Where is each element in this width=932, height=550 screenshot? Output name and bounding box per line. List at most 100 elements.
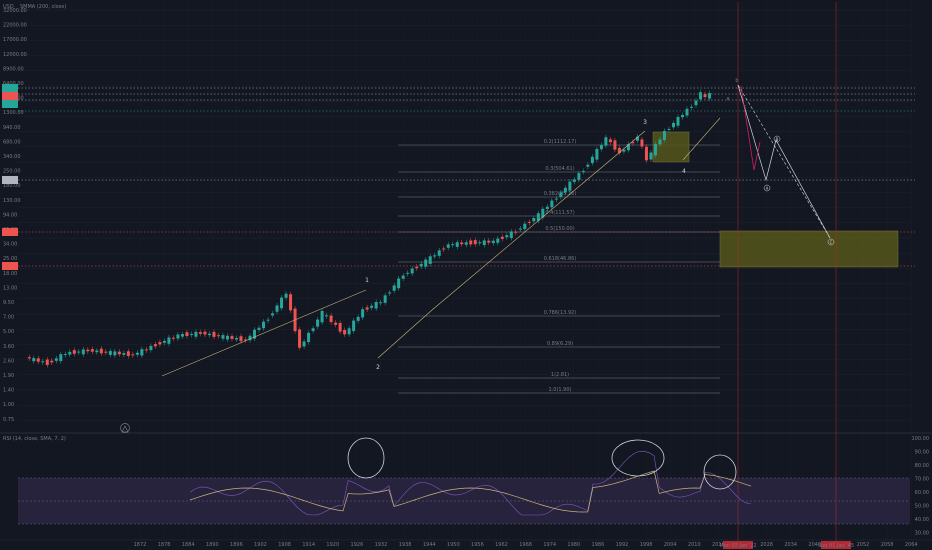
candle — [343, 329, 347, 335]
candle — [410, 268, 414, 274]
wave4-zone — [652, 131, 690, 163]
candle — [257, 327, 261, 331]
candle — [545, 206, 549, 210]
candle — [415, 266, 419, 269]
rsi-tick-label: 80.00 — [915, 463, 929, 469]
candle — [262, 321, 266, 329]
candle — [671, 122, 675, 128]
indicator-label: SMMA (200, close) — [20, 4, 66, 10]
fibonacci-levels: 0.2(1112.17)0.3(504.61)0.382(95.26)0.4(1… — [398, 139, 720, 394]
candle — [428, 256, 432, 264]
candle — [635, 136, 639, 141]
x-axis: 1872 1878 1884 1890 1896 1902 1908 1914 1920 1926… — [0, 539, 932, 549]
candle — [680, 115, 684, 118]
candle — [239, 336, 243, 342]
rsi-tick-label: 100.00 — [912, 436, 930, 442]
y-tick-label: 0.75 — [3, 417, 14, 423]
candle — [41, 361, 45, 363]
candle — [356, 316, 360, 321]
x-tick-label: 1896 — [230, 542, 243, 548]
main-grid — [0, 2, 932, 540]
candle — [500, 236, 504, 239]
candle — [45, 359, 49, 366]
x-tick-label: 1908 — [278, 542, 291, 548]
candle — [361, 309, 365, 318]
candle — [613, 140, 617, 150]
x-tick-label: 1890 — [206, 542, 219, 548]
candle — [599, 145, 603, 150]
candle — [608, 139, 612, 143]
candle — [180, 334, 184, 337]
y-tick-label: 13.00 — [3, 285, 17, 291]
candle — [374, 302, 378, 309]
y-tick-label: 5.00 — [3, 329, 14, 335]
x-tick-label: 1926 — [351, 542, 364, 548]
candle — [397, 278, 401, 289]
candle — [302, 341, 306, 347]
candle — [469, 240, 473, 245]
candle — [703, 94, 707, 98]
candle — [622, 149, 626, 152]
fib-level-label: 1.0(1.90) — [549, 387, 572, 393]
wave-circle — [827, 238, 835, 246]
candle — [221, 335, 225, 339]
candle — [316, 319, 320, 327]
y-tick-label: 180.00 — [3, 183, 21, 189]
candle — [90, 349, 94, 352]
fib-level-label: 0.2(1112.17) — [544, 139, 577, 145]
x-tick-label: 1998 — [640, 542, 653, 548]
candle — [244, 339, 248, 341]
candle — [253, 329, 257, 339]
x-tick-label: 2058 — [881, 542, 894, 548]
date-badge-label: Mon 03 Jan '22 — [719, 543, 756, 549]
candle — [104, 351, 108, 353]
candle — [383, 295, 387, 303]
trend-line — [161, 289, 367, 377]
candle — [225, 335, 229, 340]
y-tick-label: 17000.00 — [3, 37, 27, 43]
y-tick-label: 1.90 — [3, 373, 14, 379]
candle — [284, 293, 288, 298]
candle — [248, 335, 252, 341]
candle — [230, 336, 234, 339]
y-tick-label: 130.00 — [3, 198, 21, 204]
candle — [266, 319, 270, 321]
candle — [176, 334, 180, 339]
wave-label-minor: b — [735, 78, 738, 84]
x-tick-label: 2010 — [688, 542, 701, 548]
trend-lines — [161, 84, 831, 377]
x-tick-label: 1962 — [495, 542, 508, 548]
candle — [212, 331, 216, 337]
y-tick-label: 9.50 — [3, 300, 14, 306]
candle — [81, 349, 85, 355]
x-tick-label: 1980 — [567, 542, 580, 548]
rsi-lines — [189, 437, 752, 516]
y-tick-label: 12000.00 — [3, 52, 27, 58]
candle — [149, 345, 153, 351]
y-tick-label: 94.00 — [3, 212, 17, 218]
candle — [667, 128, 671, 130]
target-zones — [652, 131, 899, 268]
candle — [478, 242, 482, 244]
vertical-markers — [737, 2, 837, 545]
candle — [379, 302, 383, 304]
x-tick-label: 1944 — [423, 542, 436, 548]
candle — [487, 240, 491, 243]
candle — [581, 170, 585, 172]
wave-circle — [763, 184, 771, 192]
candle — [50, 360, 54, 363]
candle — [54, 358, 58, 361]
candle — [189, 333, 193, 335]
wave-label-minor: a — [726, 96, 729, 102]
candle — [158, 342, 162, 345]
candle — [586, 164, 590, 167]
candle — [307, 332, 311, 343]
wave-label-minor: c — [744, 104, 747, 110]
x-tick-label: 1884 — [182, 542, 195, 548]
fib-level-label: 0.4(111.57) — [545, 210, 574, 216]
candle — [496, 238, 500, 243]
candle — [207, 333, 211, 336]
y-tick-label: 940.00 — [3, 125, 21, 131]
candle — [653, 144, 657, 156]
